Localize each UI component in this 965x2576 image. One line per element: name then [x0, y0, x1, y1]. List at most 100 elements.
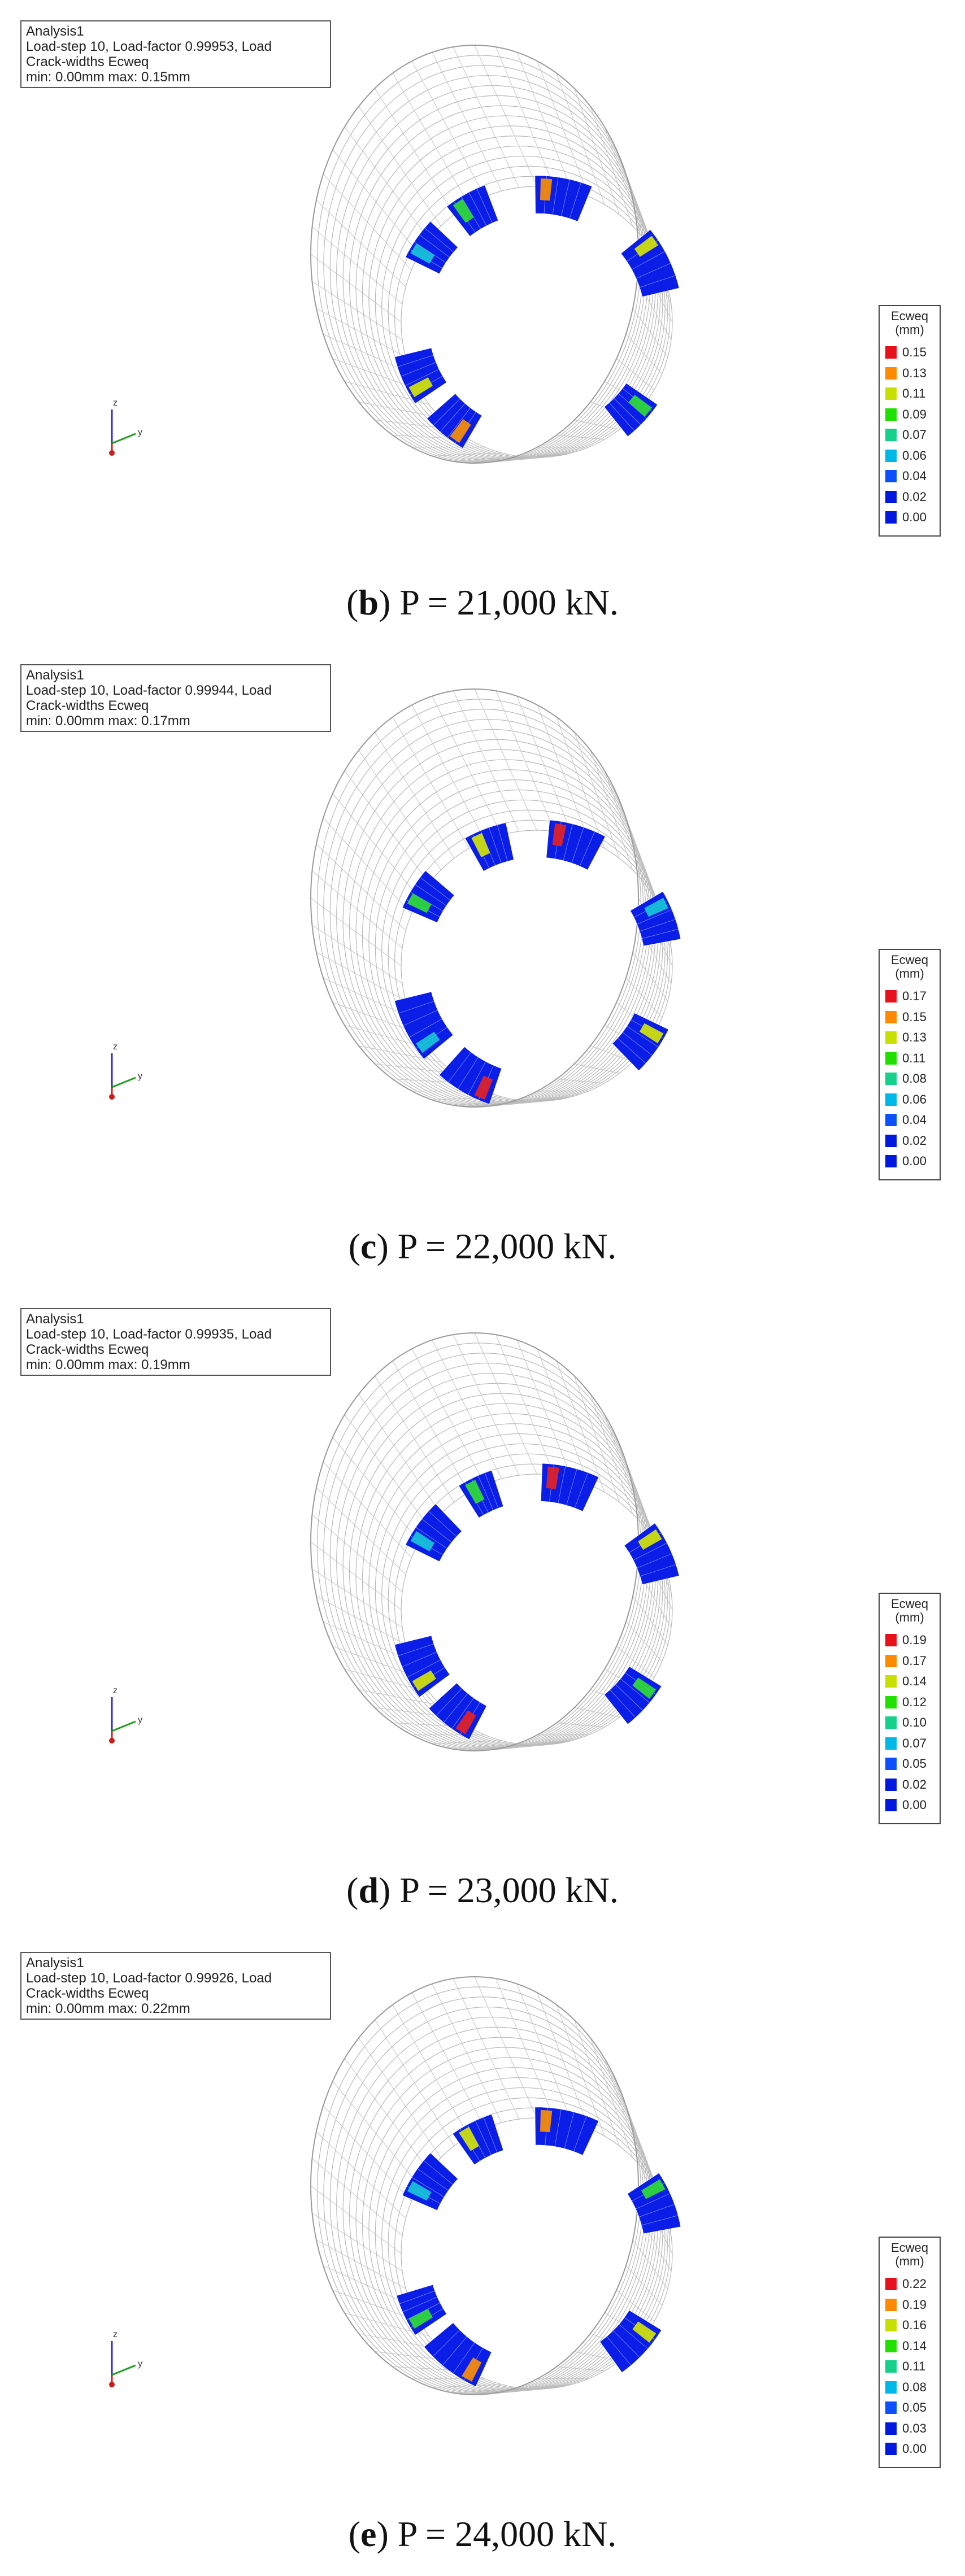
legend-swatch — [885, 1155, 897, 1168]
crack-block — [394, 1635, 450, 1698]
analysis-info-box: Analysis1 Load-step 10, Load-factor 0.99… — [20, 664, 331, 732]
legend-label: 0.09 — [902, 407, 927, 421]
crack-block — [612, 1012, 669, 1071]
axis-triad-icon: zy — [109, 1042, 142, 1100]
axis-triad-icon: zy — [109, 1686, 142, 1744]
legend-swatch — [885, 1716, 897, 1729]
legend-swatch — [885, 1114, 897, 1127]
analysis-info-box: Analysis1 Load-step 10, Load-factor 0.99… — [20, 1308, 331, 1376]
legend-label: 0.00 — [902, 1154, 927, 1169]
color-legend: Ecweq (mm) 0.15 0.13 0.11 0.09 0.07 0.06 0.04 0… — [879, 305, 941, 537]
crack-block — [464, 822, 514, 872]
legend-label: 0.15 — [902, 1009, 927, 1024]
legend-swatch — [885, 1654, 897, 1667]
info-line-analysis: Analysis1 — [26, 668, 84, 683]
crack-block — [426, 393, 482, 449]
caption-text: P = 24,000 kN. — [397, 2514, 617, 2554]
legend-swatch — [885, 1031, 897, 1044]
legend-swatch — [885, 1758, 897, 1771]
info-line-loadstep: Load-step 10, Load-factor 0.99935, Load — [26, 1327, 272, 1342]
legend-label: 0.00 — [902, 1798, 927, 1812]
legend-row: 0.02 — [885, 1131, 936, 1152]
crack-hotspot — [638, 1529, 662, 1550]
caption-text: P = 21,000 kN. — [399, 582, 619, 622]
legend-unit: (mm) — [895, 322, 924, 337]
info-line-minmax: min: 0.00mm max: 0.22mm — [26, 2001, 190, 2016]
legend-row: 0.17 — [885, 1651, 936, 1672]
legend-row: 0.09 — [885, 404, 936, 425]
legend-row: 0.15 — [885, 1007, 936, 1028]
legend-label: 0.00 — [902, 2442, 927, 2456]
legend-row: 0.02 — [885, 1775, 936, 1795]
legend-row: 0.13 — [885, 1027, 936, 1048]
crack-hotspot — [639, 1023, 664, 1044]
legend-row: 0.11 — [885, 383, 936, 404]
legend-label: 0.05 — [902, 1756, 927, 1771]
legend-swatch — [885, 1010, 897, 1023]
legend-row: 0.00 — [885, 1151, 936, 1172]
legend-swatch — [885, 1073, 897, 1086]
legend-rows: 0.17 0.15 0.13 0.11 0.08 0.06 0.04 0.02 0.00 — [885, 986, 936, 1172]
legend-label: 0.06 — [902, 1092, 927, 1106]
legend-row: 0.16 — [885, 2315, 936, 2336]
legend-label: 0.19 — [902, 2297, 927, 2312]
figure-panel-b: Analysis1 Load-step 10, Load-factor 0.99… — [0, 0, 965, 644]
legend-swatch — [885, 1695, 897, 1708]
legend-swatch — [885, 2319, 897, 2332]
legend-label: 0.02 — [902, 1133, 927, 1148]
crack-block — [629, 891, 681, 947]
legend-swatch — [885, 2401, 897, 2414]
y-axis-label: y — [138, 1071, 142, 1081]
x-axis-marker — [109, 2382, 115, 2387]
legend-label: 0.22 — [902, 2277, 927, 2291]
legend-swatch — [885, 2360, 897, 2373]
legend-label: 0.13 — [902, 1030, 927, 1045]
info-line-loadstep: Load-step 10, Load-factor 0.99944, Load — [26, 683, 272, 698]
caption-letter: e — [360, 2514, 377, 2554]
legend-row: 0.05 — [885, 2398, 936, 2418]
cylinder-mesh-plot — [310, 45, 680, 464]
y-axis-label: y — [138, 428, 142, 437]
legend-row: 0.10 — [885, 1712, 936, 1733]
legend-unit: (mm) — [895, 966, 924, 980]
legend-row: 0.14 — [885, 1671, 936, 1692]
legend-title: Ecweq — [890, 953, 929, 967]
legend-row: 0.04 — [885, 1110, 936, 1131]
info-line-analysis: Analysis1 — [26, 24, 84, 39]
info-line-minmax: min: 0.00mm max: 0.15mm — [26, 69, 190, 85]
legend-row: 0.02 — [885, 487, 936, 508]
legend-row: 0.06 — [885, 446, 936, 467]
legend-swatch — [885, 1093, 897, 1106]
legend-unit: (mm) — [895, 1610, 924, 1624]
legend-swatch — [885, 346, 897, 359]
crack-width-blocks — [396, 2107, 681, 2387]
legend-label: 0.15 — [902, 345, 927, 360]
legend-label: 0.17 — [902, 989, 927, 1004]
legend-title: Ecweq — [890, 309, 929, 323]
legend-swatch — [885, 1052, 897, 1065]
y-axis-line — [111, 1076, 136, 1088]
legend-row: 0.00 — [885, 507, 936, 528]
crack-hotspot — [450, 419, 471, 443]
legend-unit: (mm) — [895, 2254, 924, 2268]
info-line-loadstep: Load-step 10, Load-factor 0.99953, Load — [26, 39, 272, 54]
legend-row: 0.08 — [885, 1069, 936, 1089]
caption-letter: c — [360, 1226, 377, 1266]
legend-swatch — [885, 387, 897, 400]
legend-swatch — [885, 2278, 897, 2291]
legend-swatch — [885, 2443, 897, 2456]
crack-hotspot — [632, 1677, 657, 1699]
legend-label: 0.08 — [902, 1071, 927, 1086]
crack-hotspot — [408, 377, 433, 398]
legend-label: 0.11 — [902, 2359, 926, 2374]
color-legend: Ecweq (mm) 0.17 0.15 0.13 0.11 0.08 0.06 0.04 0… — [879, 949, 941, 1180]
x-axis-marker — [109, 1738, 115, 1744]
legend-swatch — [885, 2422, 897, 2435]
y-axis-line — [111, 1720, 136, 1732]
legend-label: 0.14 — [902, 1674, 927, 1689]
figure-panel-d: Analysis1 Load-step 10, Load-factor 0.99… — [0, 1288, 965, 1932]
legend-swatch — [885, 429, 897, 442]
legend-label: 0.12 — [902, 1694, 927, 1709]
legend-swatch — [885, 449, 897, 462]
crack-hotspot — [412, 1670, 436, 1691]
